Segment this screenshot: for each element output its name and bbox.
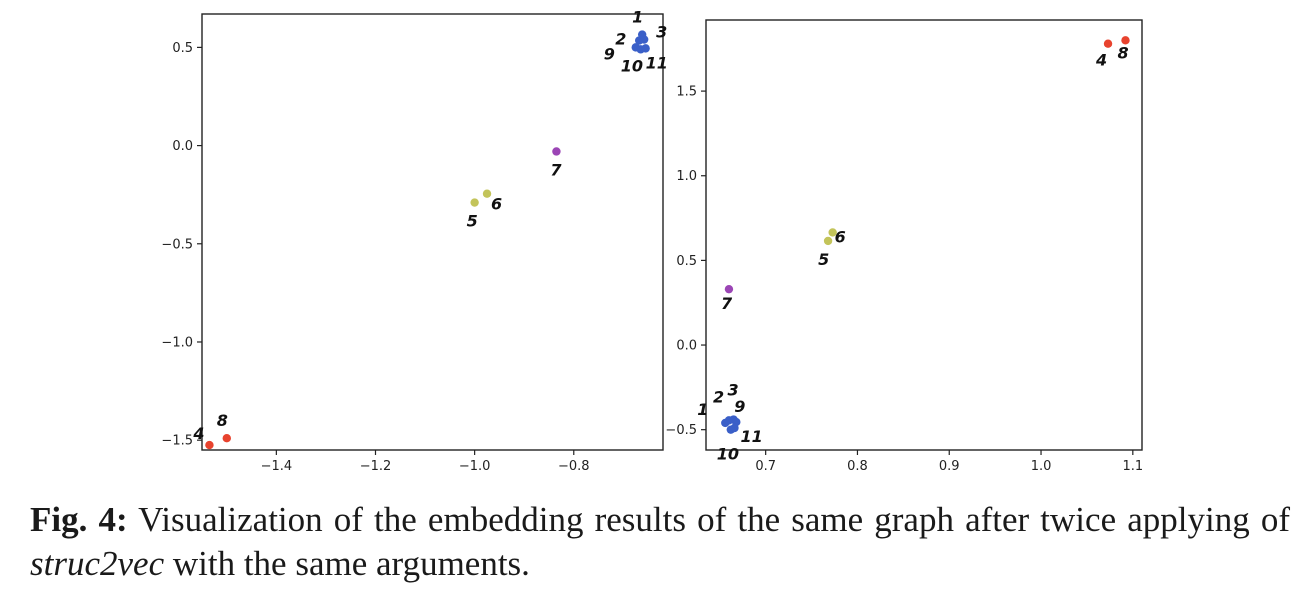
point-label-5: 5 bbox=[467, 212, 478, 231]
point-label-1: 1 bbox=[632, 8, 643, 27]
point-label-4: 4 bbox=[192, 424, 204, 443]
data-point-11 bbox=[641, 44, 650, 53]
data-point-4 bbox=[205, 440, 214, 450]
y-tick-label: 1.5 bbox=[676, 85, 697, 100]
y-tick-label: 0.5 bbox=[676, 254, 697, 269]
x-tick-label: 0.7 bbox=[755, 459, 776, 474]
caption-method-name: struc2vec bbox=[30, 544, 165, 583]
data-point-8 bbox=[222, 434, 231, 443]
caption-text-after: with the same arguments. bbox=[164, 544, 530, 583]
x-tick-label: 1.0 bbox=[1031, 459, 1052, 474]
data-point-7 bbox=[552, 147, 561, 156]
left-scatter-plot: −1.4 −1.2 −1.0 −0.8 0.5 0.0 −0.5 −1.0 −1.5 12 3 9 10… bbox=[161, 8, 667, 474]
data-point-3 bbox=[639, 35, 649, 44]
point-label-5: 5 bbox=[818, 250, 829, 269]
data-point-4 bbox=[1103, 39, 1113, 48]
point-label-2: 2 bbox=[615, 30, 626, 49]
figure-caption: Fig. 4: Visualization of the embedding r… bbox=[30, 498, 1290, 586]
caption-label: Fig. 4: bbox=[30, 500, 128, 539]
point-label-9: 9 bbox=[734, 397, 745, 416]
point-label-2: 2 bbox=[713, 387, 724, 406]
plot-frame bbox=[705, 19, 1143, 451]
x-tick-label: 0.9 bbox=[939, 459, 960, 474]
y-tick-label: 0.5 bbox=[172, 41, 193, 56]
data-point-7 bbox=[724, 284, 734, 294]
data-point-6 bbox=[828, 228, 837, 237]
point-label-3: 3 bbox=[656, 23, 667, 42]
point-label-7: 7 bbox=[550, 160, 562, 179]
data-point-5 bbox=[470, 198, 479, 207]
point-label-4: 4 bbox=[1095, 51, 1107, 70]
caption-text-before: Visualization of the embedding results o… bbox=[127, 500, 1290, 539]
x-tick-label: −1.0 bbox=[459, 459, 491, 474]
x-tick-label: 1.1 bbox=[1122, 459, 1143, 474]
y-tick-label: −1.5 bbox=[161, 434, 193, 449]
y-tick-label: 1.0 bbox=[676, 169, 697, 184]
data-point-5 bbox=[823, 236, 833, 246]
point-label-11: 11 bbox=[646, 53, 668, 72]
data-point-11 bbox=[730, 423, 739, 433]
point-label-10: 10 bbox=[621, 56, 643, 75]
point-label-8: 8 bbox=[1117, 43, 1128, 62]
point-label-1: 1 bbox=[697, 400, 708, 419]
point-label-8: 8 bbox=[217, 411, 228, 430]
point-label-3: 3 bbox=[728, 381, 739, 400]
y-tick-label: −0.5 bbox=[161, 237, 193, 252]
x-tick-label: −1.4 bbox=[261, 459, 293, 474]
y-tick-label: 0.0 bbox=[172, 139, 193, 154]
point-label-6: 6 bbox=[491, 195, 502, 214]
data-point-6 bbox=[482, 189, 492, 198]
y-tick-label: −0.5 bbox=[665, 423, 697, 438]
point-label-11: 11 bbox=[740, 427, 762, 446]
data-point-8 bbox=[1121, 36, 1130, 45]
x-tick-label: 0.8 bbox=[847, 459, 868, 474]
x-tick-label: −1.2 bbox=[360, 459, 392, 474]
point-label-7: 7 bbox=[721, 294, 733, 313]
point-label-6: 6 bbox=[835, 227, 846, 246]
x-tick-label: −0.8 bbox=[558, 459, 590, 474]
point-label-10: 10 bbox=[717, 445, 739, 464]
point-label-9: 9 bbox=[604, 44, 615, 63]
plot-frame bbox=[201, 13, 664, 451]
y-tick-label: 0.0 bbox=[676, 339, 697, 354]
y-tick-label: −1.0 bbox=[161, 335, 193, 350]
